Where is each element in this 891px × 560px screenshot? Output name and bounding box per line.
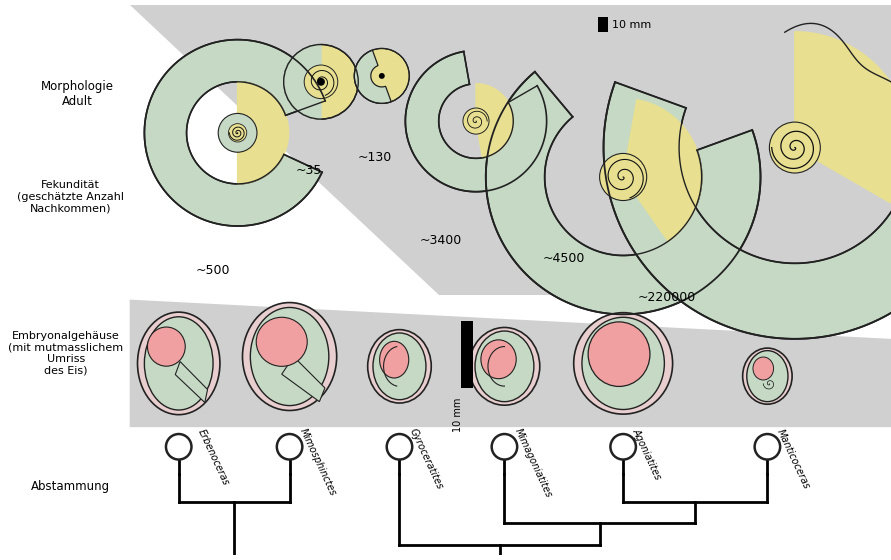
Circle shape (387, 434, 413, 460)
Ellipse shape (380, 341, 409, 378)
Circle shape (228, 124, 247, 142)
Polygon shape (282, 357, 325, 402)
Ellipse shape (743, 348, 792, 404)
Text: 10 mm: 10 mm (612, 20, 651, 30)
Polygon shape (405, 52, 546, 192)
Ellipse shape (470, 328, 540, 405)
Polygon shape (130, 300, 891, 427)
Circle shape (166, 434, 192, 460)
Ellipse shape (574, 312, 673, 414)
Text: Agoniatites: Agoniatites (631, 427, 664, 482)
Polygon shape (486, 72, 761, 314)
Bar (462, 321, 473, 388)
Text: ~130: ~130 (358, 151, 392, 164)
Text: Erbenoceras: Erbenoceras (196, 427, 232, 487)
Circle shape (355, 49, 409, 104)
Bar (598, 17, 609, 32)
Polygon shape (355, 50, 391, 104)
Text: Morphologie
Adult: Morphologie Adult (41, 80, 114, 108)
Polygon shape (130, 5, 891, 295)
Circle shape (600, 153, 647, 200)
Ellipse shape (747, 351, 788, 402)
Text: ~4500: ~4500 (544, 252, 585, 265)
Ellipse shape (475, 331, 534, 402)
Polygon shape (130, 5, 438, 295)
Ellipse shape (250, 307, 329, 405)
Polygon shape (144, 40, 325, 226)
Text: ~3400: ~3400 (420, 234, 462, 248)
Ellipse shape (144, 317, 213, 410)
Circle shape (755, 434, 781, 460)
Ellipse shape (257, 318, 307, 366)
Text: ~500: ~500 (196, 264, 230, 277)
Polygon shape (476, 84, 513, 158)
Circle shape (379, 73, 385, 79)
Circle shape (317, 78, 325, 86)
Circle shape (770, 122, 821, 173)
Text: Mimagoniatites: Mimagoniatites (512, 427, 553, 500)
Polygon shape (603, 82, 891, 339)
Text: 10 mm: 10 mm (454, 398, 463, 432)
Text: Mimosphinctes: Mimosphinctes (298, 427, 338, 498)
Polygon shape (283, 45, 321, 119)
Text: Abstammung: Abstammung (31, 479, 110, 493)
Ellipse shape (148, 327, 185, 366)
Circle shape (218, 114, 257, 152)
Circle shape (610, 434, 636, 460)
Circle shape (463, 108, 489, 134)
Circle shape (304, 65, 338, 99)
Circle shape (283, 45, 358, 119)
Ellipse shape (481, 340, 516, 379)
Text: Gyroceratites: Gyroceratites (407, 427, 445, 492)
Ellipse shape (588, 322, 650, 386)
Ellipse shape (242, 302, 337, 410)
Polygon shape (176, 362, 208, 403)
Text: ~220000: ~220000 (637, 291, 696, 304)
Text: ~35: ~35 (296, 164, 323, 176)
Text: Fekundität
(geschätzte Anzahl
Nachkommen): Fekundität (geschätzte Anzahl Nachkommen… (17, 180, 125, 213)
Ellipse shape (753, 357, 773, 380)
Ellipse shape (137, 312, 220, 414)
Polygon shape (238, 82, 289, 184)
Text: Manticoceras: Manticoceras (775, 427, 812, 491)
Text: Embryonalgehäuse
(mit mutmasslichem
Umriss
des Eis): Embryonalgehäuse (mit mutmasslichem Umri… (8, 331, 124, 376)
Circle shape (492, 434, 517, 460)
Ellipse shape (373, 333, 426, 400)
Polygon shape (795, 32, 891, 206)
Ellipse shape (368, 330, 431, 403)
Ellipse shape (582, 318, 665, 409)
Polygon shape (623, 100, 701, 241)
Circle shape (277, 434, 302, 460)
